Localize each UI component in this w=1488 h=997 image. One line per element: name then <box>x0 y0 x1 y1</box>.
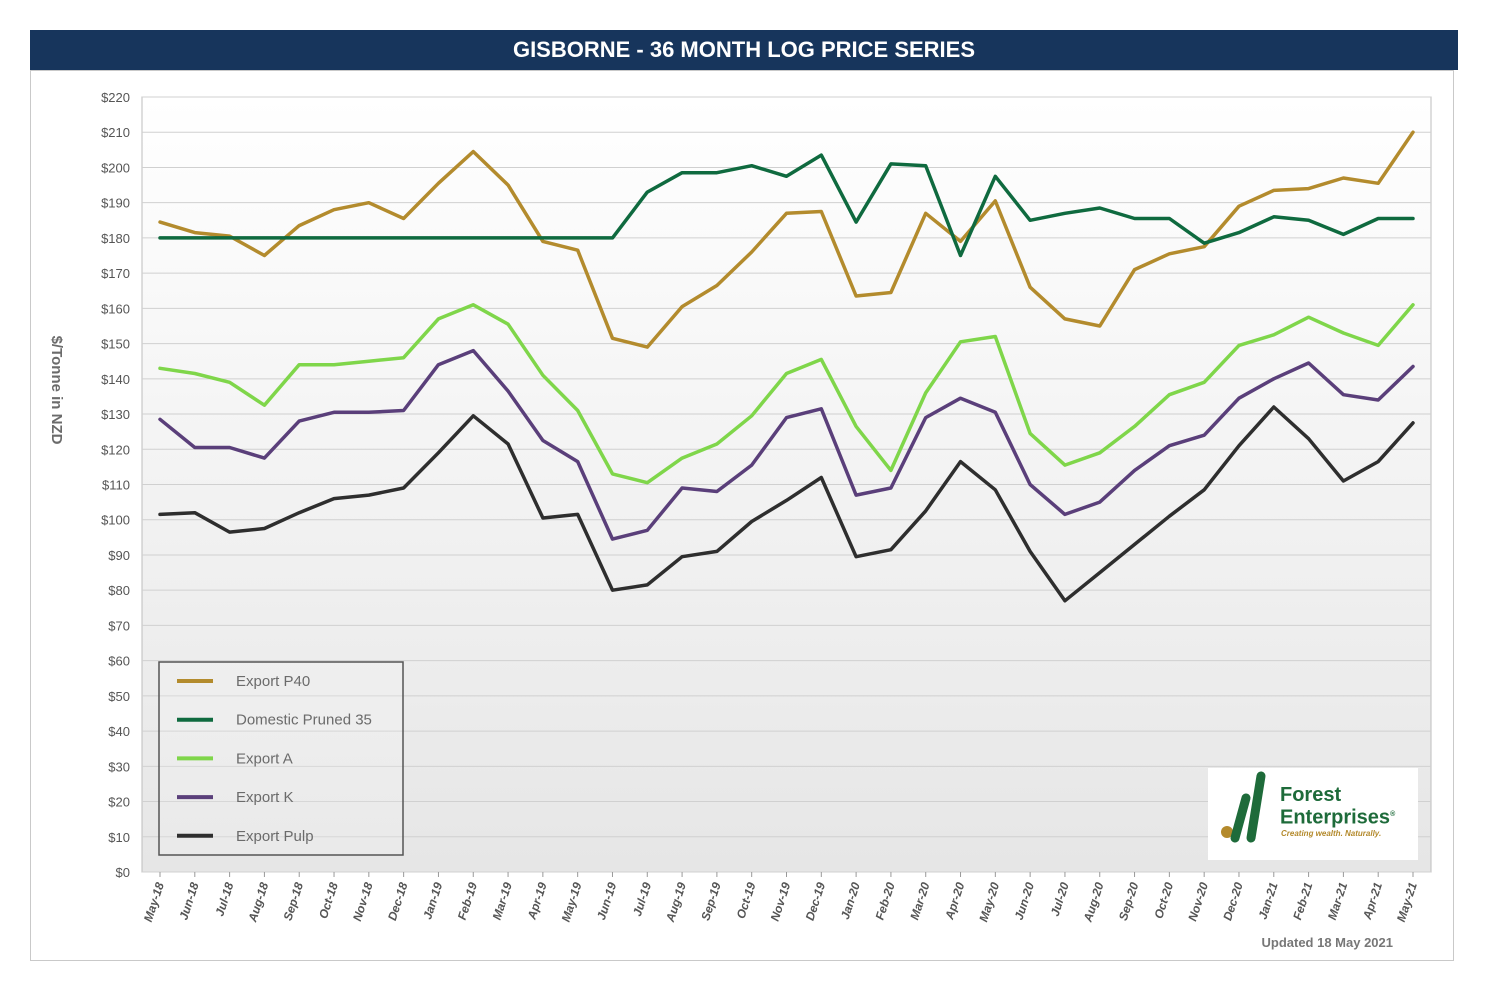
series-line-export-a <box>158 303 1415 485</box>
x-tick-label: Aug-19 <box>663 880 689 924</box>
x-tick-label: Jun-19 <box>594 880 619 921</box>
x-tick-label: May-21 <box>1394 880 1420 923</box>
x-tick-label: May-20 <box>976 880 1002 923</box>
forest-enterprises-logo: Forest Enterprises® Creating wealth. Nat… <box>1208 768 1418 860</box>
x-tick-label: Sep-18 <box>281 880 307 922</box>
x-tick-label: Feb-19 <box>455 880 480 921</box>
x-tick-label: Mar-20 <box>907 880 932 921</box>
x-tick-label: May-19 <box>559 880 585 923</box>
x-tick-label: Mar-21 <box>1325 880 1350 921</box>
x-tick-label: Jun-18 <box>176 880 201 921</box>
y-tick-label: $0 <box>116 865 130 880</box>
legend: Export P40 Domestic Pruned 35 Export A Expo… <box>158 661 404 856</box>
x-tick-label: Aug-18 <box>245 880 271 924</box>
x-tick-label: Dec-19 <box>803 880 829 922</box>
series-line-export-p40 <box>158 130 1415 349</box>
x-tick-label: Feb-20 <box>873 880 898 921</box>
legend-label: Domestic Pruned 35 <box>236 712 372 729</box>
x-tick-label: Jan-21 <box>1256 880 1281 921</box>
x-tick-label: Dec-18 <box>385 880 411 922</box>
y-tick-label: $10 <box>108 830 130 845</box>
x-tick-label: Feb-21 <box>1290 880 1315 921</box>
x-tick-label: Oct-19 <box>734 880 759 920</box>
x-tick-label: Nov-19 <box>768 880 794 923</box>
y-tick-label: $100 <box>101 513 130 528</box>
x-tick-label: Jan-20 <box>838 880 863 921</box>
x-tick-label: Sep-19 <box>698 880 724 922</box>
x-axis-ticks: May-18 Jun-18 Jul-18 Aug-18 Sep-18 Oct-18 Nov-… <box>141 872 1420 925</box>
x-tick-label: Oct-20 <box>1151 880 1176 920</box>
series-line-domestic-pruned-35 <box>158 153 1415 258</box>
y-tick-label: $60 <box>108 654 130 669</box>
y-tick-label: $140 <box>101 372 130 387</box>
x-tick-label: Apr-21 <box>1360 880 1385 922</box>
y-tick-label: $180 <box>101 231 130 246</box>
y-tick-label: $70 <box>108 618 130 633</box>
x-tick-label: Jul-18 <box>212 880 236 918</box>
logo-name-line2: Enterprises <box>1280 806 1391 829</box>
chart-title-bar: GISBORNE - 36 MONTH LOG PRICE SERIES <box>30 30 1458 70</box>
y-tick-label: $50 <box>108 689 130 704</box>
y-tick-label: $40 <box>108 724 130 739</box>
legend-label: Export Pulp <box>236 828 314 845</box>
y-tick-label: $120 <box>101 442 130 457</box>
y-tick-label: $200 <box>101 160 130 175</box>
chart-frame <box>30 70 1454 961</box>
y-tick-label: $130 <box>101 407 130 422</box>
series-line-export-k <box>158 348 1415 541</box>
x-tick-label: Sep-20 <box>1116 880 1142 922</box>
x-tick-label: Oct-18 <box>316 880 341 920</box>
series-lines <box>158 130 1415 603</box>
y-tick-label: $210 <box>101 125 130 140</box>
x-tick-label: Jan-19 <box>420 880 445 921</box>
x-tick-label: May-18 <box>141 880 167 923</box>
y-tick-label: $150 <box>101 337 130 352</box>
updated-note: Updated 18 May 2021 <box>1261 935 1393 950</box>
x-tick-label: Apr-20 <box>942 880 967 922</box>
x-tick-label: Aug-20 <box>1080 880 1106 924</box>
x-tick-label: Jul-20 <box>1048 880 1072 918</box>
y-tick-label: $30 <box>108 759 130 774</box>
y-axis-label: $/Tonne in NZD <box>48 336 65 445</box>
legend-label: Export P40 <box>236 673 310 690</box>
series-line-export-pulp <box>158 405 1415 603</box>
y-tick-label: $110 <box>102 478 130 493</box>
x-tick-label: Nov-20 <box>1185 880 1211 923</box>
y-tick-label: $220 <box>101 90 130 105</box>
x-tick-label: Mar-19 <box>490 880 515 921</box>
legend-label: Export A <box>236 750 293 767</box>
logo-mark-icon <box>1221 771 1266 843</box>
y-tick-label: $20 <box>108 795 130 810</box>
y-tick-label: $190 <box>101 196 130 211</box>
logo-registered-mark: ® <box>1390 811 1396 818</box>
x-tick-label: Dec-20 <box>1220 880 1246 922</box>
x-tick-label: Jul-19 <box>630 880 654 918</box>
chart-title: GISBORNE - 36 MONTH LOG PRICE SERIES <box>512 37 976 62</box>
y-axis-ticks: $0 $10 $20 $30 $40 $50 $60 $70 $80 $90 $100 $110 $12… <box>101 90 130 880</box>
logo-tagline: Creating wealth. Naturally. <box>1281 829 1382 838</box>
logo-name-line1: Forest <box>1280 784 1342 806</box>
x-tick-label: Jun-20 <box>1012 880 1037 921</box>
x-tick-label: Apr-19 <box>524 880 549 922</box>
y-tick-label: $80 <box>108 583 130 598</box>
y-tick-label: $90 <box>108 548 130 563</box>
legend-label: Export K <box>236 789 294 806</box>
y-tick-label: $160 <box>101 301 130 316</box>
x-tick-label: Nov-18 <box>350 880 376 923</box>
y-tick-label: $170 <box>101 266 130 281</box>
logo-name: Forest Enterprises® <box>1280 784 1396 829</box>
